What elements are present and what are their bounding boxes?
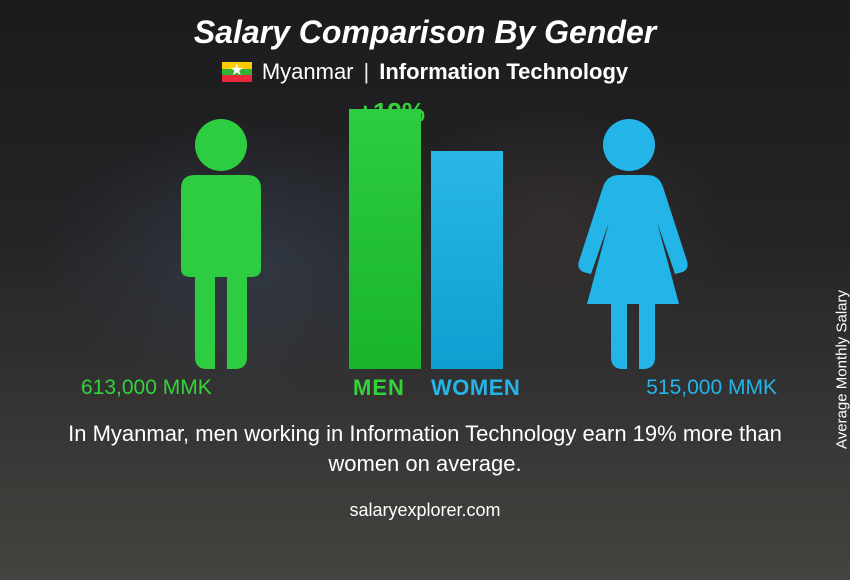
subtitle-row: ★ Myanmar | Information Technology <box>0 59 850 85</box>
men-salary-bar <box>349 109 421 369</box>
male-person-icon <box>151 117 291 369</box>
women-salary-bar <box>431 151 503 369</box>
chart-labels-row: 613,000 MMK MEN WOMEN 515,000 MMK <box>145 373 705 403</box>
page-title: Salary Comparison By Gender <box>0 0 850 51</box>
gender-salary-chart: +19% 613,000 MMK MEN WOMEN 51 <box>145 103 705 403</box>
separator-pipe: | <box>364 59 370 85</box>
infographic-content: Salary Comparison By Gender ★ Myanmar | … <box>0 0 850 580</box>
women-salary-value: 515,000 MMK <box>646 376 777 400</box>
men-salary-value: 613,000 MMK <box>81 376 212 400</box>
women-label: WOMEN <box>431 375 520 401</box>
footer-source: salaryexplorer.com <box>0 500 850 521</box>
country-label: Myanmar <box>262 59 354 85</box>
y-axis-label: Average Monthly Salary <box>834 290 850 449</box>
myanmar-flag-icon: ★ <box>222 62 252 82</box>
sector-label: Information Technology <box>379 59 628 85</box>
men-label: MEN <box>353 375 405 401</box>
female-person-icon <box>559 117 699 369</box>
description-text: In Myanmar, men working in Information T… <box>55 419 795 478</box>
